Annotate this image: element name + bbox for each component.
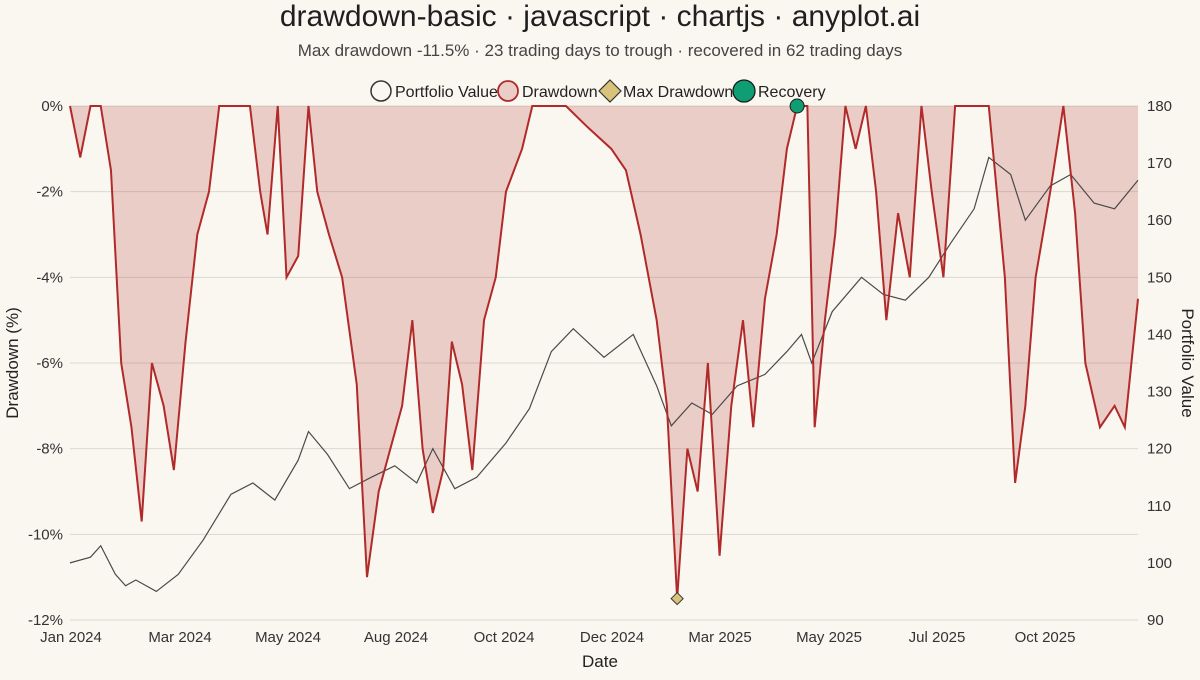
legend-portfolio-label: Portfolio Value [395, 84, 498, 101]
legend[interactable]: Portfolio Value Drawdown Max Drawdown Re… [370, 79, 826, 103]
x-tick-label: Dec 2024 [580, 629, 644, 646]
left-tick-label: -10% [28, 526, 63, 543]
drawdown-area [70, 106, 1138, 599]
left-tick-label: -8% [36, 441, 63, 458]
chart-subtitle: Max drawdown -11.5% · 23 trading days to… [298, 41, 902, 60]
legend-item-max-drawdown[interactable]: Max Drawdown [598, 79, 733, 103]
max-drawdown-marker [670, 591, 684, 606]
right-tick-label: 170 [1147, 155, 1172, 172]
x-axis-title: Date [582, 652, 618, 671]
right-axis-ticks: 180 170 160 150 140 130 120 110 100 90 [1147, 98, 1172, 629]
lines-layer [69, 105, 1139, 599]
right-tick-label: 180 [1147, 98, 1172, 115]
legend-recovery-label: Recovery [758, 84, 826, 101]
right-tick-label: 160 [1147, 212, 1172, 229]
x-tick-label: Jul 2025 [909, 629, 966, 646]
drawdown-line [69, 105, 1139, 599]
legend-item-recovery[interactable]: Recovery [732, 79, 826, 103]
legend-recovery-swatch [732, 79, 756, 103]
x-tick-label: Jan 2024 [40, 629, 102, 646]
right-tick-label: 150 [1147, 269, 1172, 286]
left-tick-label: -6% [36, 355, 63, 372]
x-tick-label: May 2024 [255, 629, 321, 646]
left-tick-label: -4% [36, 269, 63, 286]
x-tick-label: Oct 2024 [474, 629, 535, 646]
left-tick-label: 0% [41, 98, 63, 115]
legend-item-portfolio[interactable]: Portfolio Value [370, 80, 498, 102]
legend-max-drawdown-swatch [598, 79, 622, 103]
portfolio-value-line [69, 156, 1139, 593]
recovery-marker [789, 98, 805, 114]
left-tick-label: -12% [28, 612, 63, 629]
drawdown-area-layer [70, 106, 1138, 599]
x-axis-ticks: Jan 2024 Mar 2024 May 2024 Aug 2024 Oct 2024… [40, 629, 1075, 646]
legend-portfolio-swatch [370, 80, 392, 102]
right-axis-title: Portfolio Value [1178, 308, 1197, 417]
legend-max-drawdown-label: Max Drawdown [623, 84, 733, 101]
right-tick-label: 110 [1147, 498, 1171, 515]
x-tick-label: Oct 2025 [1015, 629, 1076, 646]
right-tick-label: 90 [1147, 612, 1164, 629]
legend-drawdown-label: Drawdown [522, 84, 598, 101]
chart-title: drawdown-basic · javascript · chartjs · … [280, 0, 920, 33]
right-tick-label: 130 [1147, 384, 1172, 401]
left-tick-label: -2% [36, 184, 63, 201]
legend-drawdown-swatch [497, 80, 519, 102]
markers-layer [670, 98, 805, 606]
left-axis-ticks: 0% -2% -4% -6% -8% -10% -12% [28, 98, 63, 629]
gridlines [70, 105, 1138, 621]
x-tick-label: May 2025 [796, 629, 862, 646]
right-tick-label: 140 [1147, 326, 1172, 343]
left-axis-title: Drawdown (%) [3, 307, 22, 418]
legend-item-drawdown[interactable]: Drawdown [497, 80, 598, 102]
right-tick-label: 100 [1147, 555, 1172, 572]
right-tick-label: 120 [1147, 441, 1172, 458]
x-tick-label: Mar 2025 [688, 629, 751, 646]
x-tick-label: Aug 2024 [364, 629, 428, 646]
x-tick-label: Mar 2024 [148, 629, 211, 646]
